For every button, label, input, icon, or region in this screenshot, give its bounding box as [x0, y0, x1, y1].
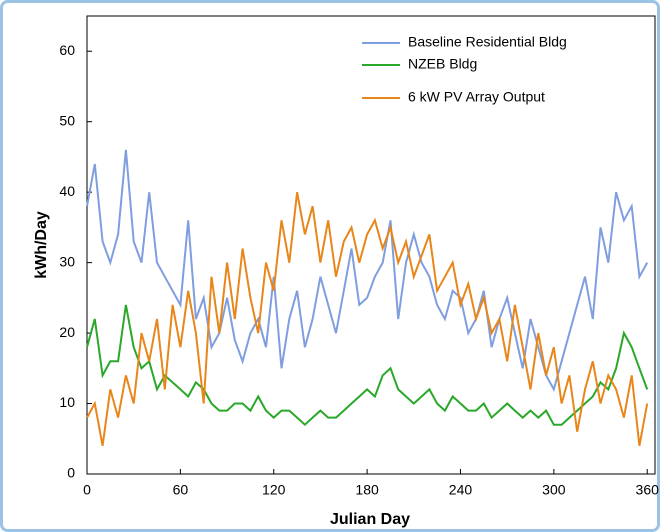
series-line — [86, 149, 649, 393]
x-tick-label: 240 — [449, 482, 473, 498]
series-line — [86, 192, 649, 446]
legend-label: NZEB Bldg — [408, 56, 477, 72]
y-axis-label: kWh/Day — [33, 211, 50, 279]
y-tick-label: 20 — [59, 324, 75, 340]
x-tick-label: 60 — [173, 482, 189, 498]
x-tick-label: 300 — [542, 482, 566, 498]
x-tick-label: 120 — [262, 482, 286, 498]
y-tick-label: 50 — [59, 112, 75, 128]
y-tick-label: 40 — [59, 183, 75, 199]
y-tick-label: 60 — [59, 42, 75, 58]
y-tick-label: 30 — [59, 253, 75, 269]
legend-label: Baseline Residential Bldg — [408, 34, 567, 50]
x-tick-label: 360 — [636, 482, 660, 498]
y-tick-label: 0 — [67, 465, 75, 481]
series-line — [86, 304, 649, 427]
x-axis-label: Julian Day — [330, 511, 410, 528]
legend-label: 6 kW PV Array Output — [408, 89, 545, 105]
plot-area — [86, 15, 656, 475]
y-tick-label: 10 — [59, 394, 75, 410]
x-tick-label: 0 — [83, 482, 91, 498]
x-tick-label: 180 — [355, 482, 379, 498]
